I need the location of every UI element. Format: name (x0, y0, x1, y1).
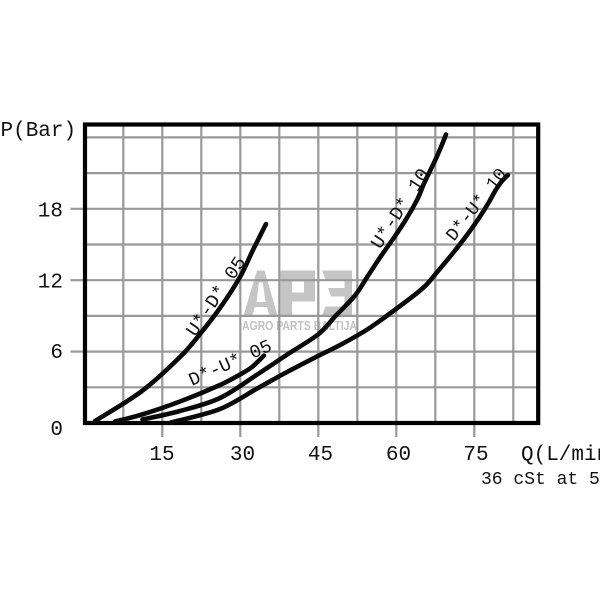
svg-text:45: 45 (308, 444, 333, 467)
svg-text:60: 60 (386, 444, 411, 467)
svg-text:18: 18 (38, 201, 63, 224)
svg-text:AGRO PARTS BALTIJA: AGRO PARTS BALTIJA (242, 319, 357, 333)
svg-text:6: 6 (50, 342, 63, 365)
svg-text:Q(L/min): Q(L/min) (521, 444, 600, 467)
svg-text:P(Bar): P(Bar) (1, 120, 77, 143)
svg-text:75: 75 (463, 444, 488, 467)
svg-text:12: 12 (38, 272, 63, 295)
svg-text:15: 15 (149, 444, 174, 467)
svg-text:30: 30 (230, 444, 255, 467)
svg-text:0: 0 (50, 419, 63, 442)
svg-text:36 cSt at 50°C: 36 cSt at 50°C (481, 470, 600, 490)
